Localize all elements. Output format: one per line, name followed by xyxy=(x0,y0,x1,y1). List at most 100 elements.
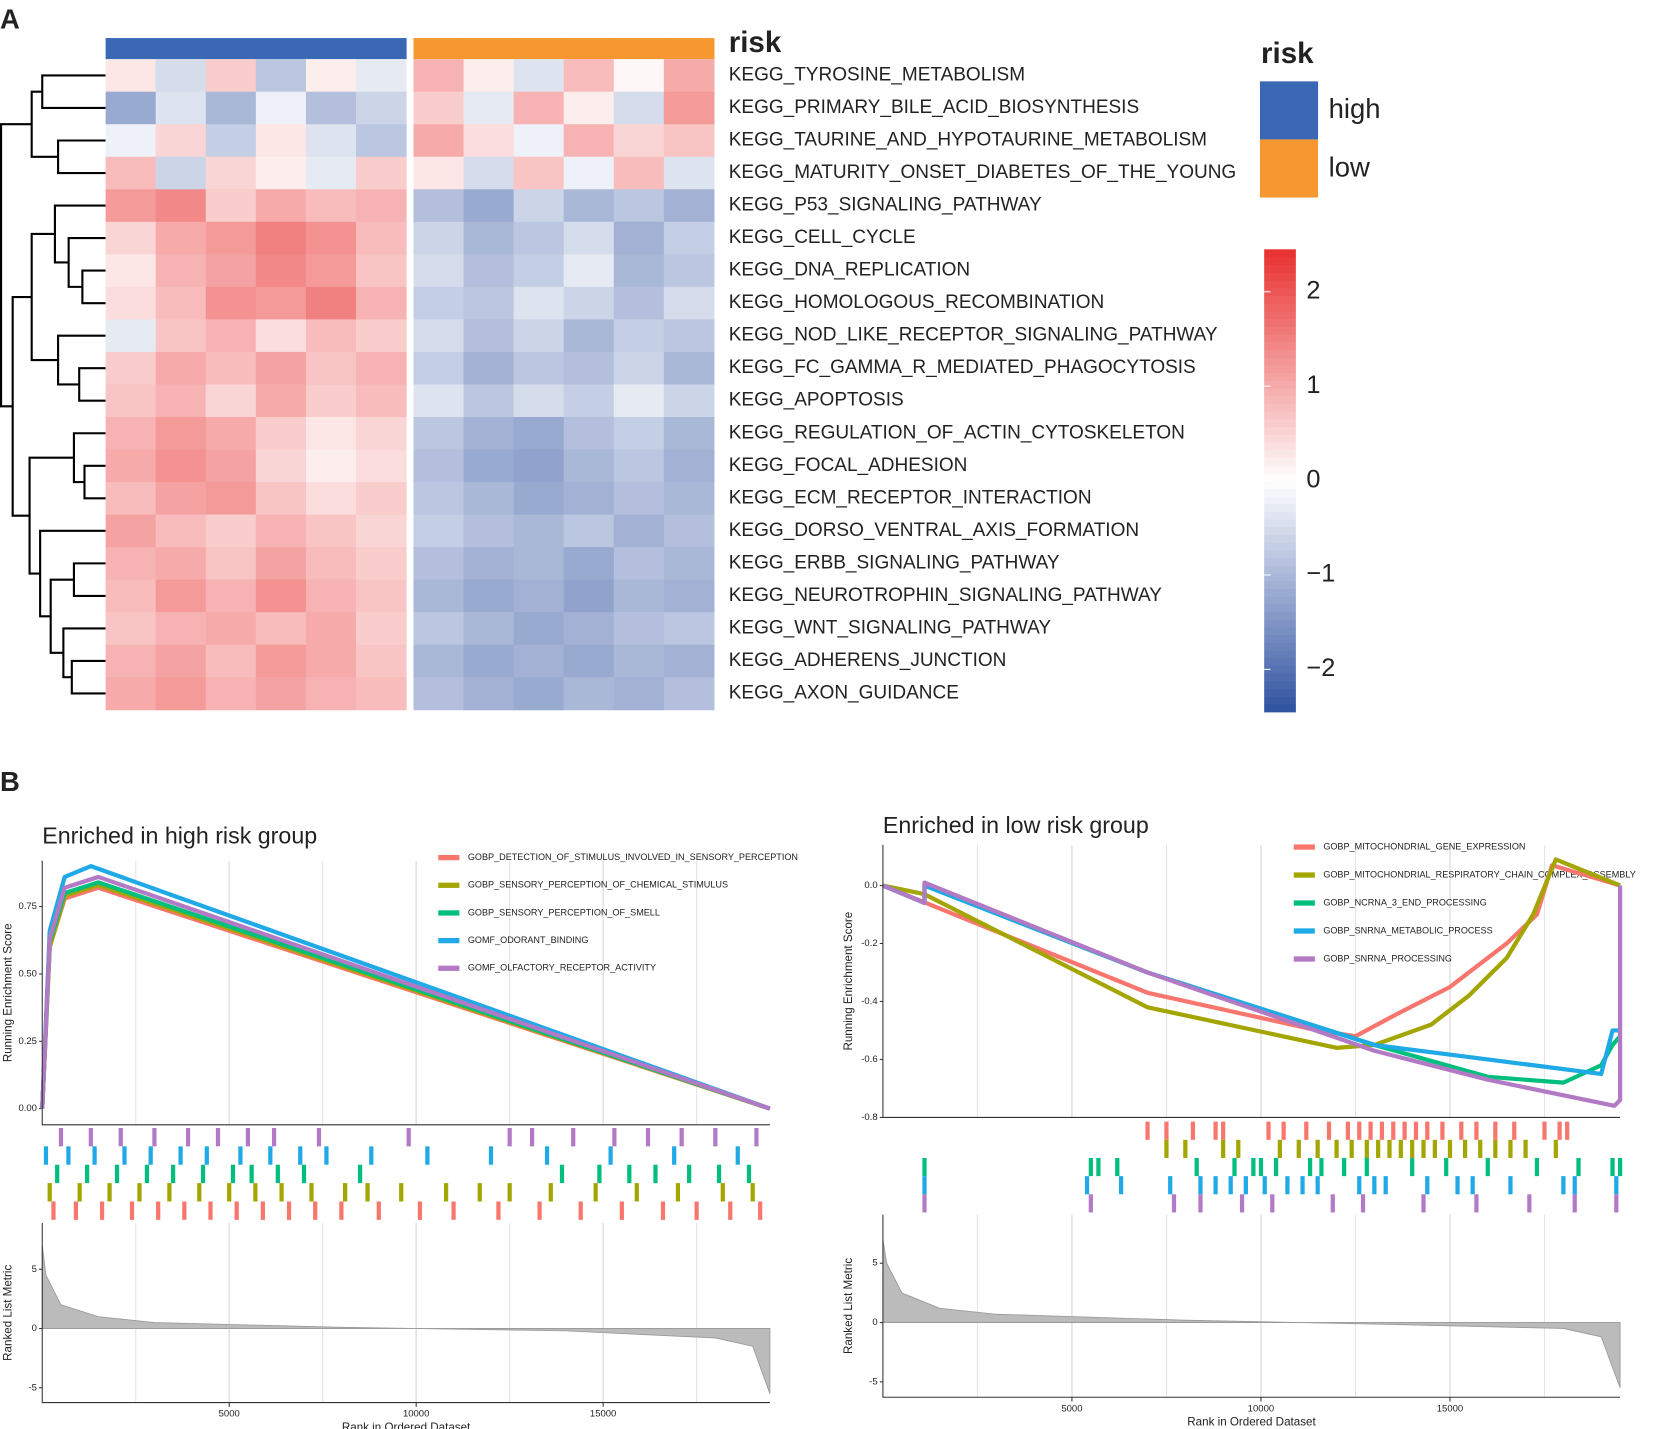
heat-cell xyxy=(255,514,307,548)
heat-cell xyxy=(463,482,515,516)
heat-cell xyxy=(105,351,157,385)
row-label: KEGG_REGULATION_OF_ACTIN_CYTOSKELETON xyxy=(729,422,1185,443)
hit-mark xyxy=(1474,1194,1479,1213)
heat-cell xyxy=(563,189,615,223)
panel-label: A xyxy=(0,3,20,34)
row-label: KEGG_TAURINE_AND_HYPOTAURINE_METABOLISM xyxy=(729,130,1207,151)
y-tick-label: 0.50 xyxy=(18,968,37,979)
colorbar-step xyxy=(1264,272,1296,281)
hit-mark xyxy=(275,1164,280,1184)
hit-mark xyxy=(1285,1176,1290,1195)
hit-mark xyxy=(1145,1121,1150,1140)
heat-cell xyxy=(463,124,515,158)
heat-cell xyxy=(563,416,615,451)
colorbar-step xyxy=(1264,565,1296,574)
y-tick-label: -0.8 xyxy=(861,1112,877,1123)
y-axis-label: Ranked List Metric xyxy=(2,1265,15,1361)
hit-mark xyxy=(1360,1194,1366,1213)
heat-cell xyxy=(613,124,665,158)
hit-mark xyxy=(200,1164,206,1184)
row-label: KEGG_PRIMARY_BILE_ACID_BIOSYNTHESIS xyxy=(729,97,1139,118)
hit-mark xyxy=(1315,1139,1320,1158)
y-axis-label: Running Enrichment Score xyxy=(842,912,855,1051)
colorbar-step xyxy=(1264,580,1296,590)
hit-mark xyxy=(316,1127,322,1147)
row-label: KEGG_ERBB_SIGNALING_PATHWAY xyxy=(729,552,1060,573)
hit-mark xyxy=(1164,1139,1169,1158)
x-tick-label: 15000 xyxy=(590,1409,616,1420)
heat-cell xyxy=(356,319,407,353)
hit-mark xyxy=(1542,1121,1547,1140)
heat-cell xyxy=(513,384,565,418)
heat-cell xyxy=(663,612,715,646)
hit-mark xyxy=(58,1127,64,1147)
hit-mark xyxy=(1561,1176,1566,1195)
hit-mark xyxy=(215,1127,221,1147)
hit-mark xyxy=(227,1183,232,1202)
hit-mark xyxy=(694,1201,699,1220)
heat-cell xyxy=(255,254,307,288)
heat-cell xyxy=(663,319,715,353)
hit-mark xyxy=(1478,1139,1483,1158)
hit-mark xyxy=(571,1127,576,1147)
dendrogram xyxy=(0,74,106,695)
heat-cell xyxy=(155,91,207,125)
hit-mark xyxy=(1440,1121,1445,1140)
heat-cell xyxy=(613,59,665,93)
heat-cell xyxy=(463,644,515,678)
heat-cell xyxy=(613,286,665,320)
hit-mark xyxy=(1251,1157,1256,1177)
heat-cell xyxy=(205,254,257,288)
heat-cell xyxy=(513,319,565,353)
colorbar-step xyxy=(1264,434,1296,443)
colorbar-step xyxy=(1264,357,1296,366)
legend-label: GOBP_SENSORY_PERCEPTION_OF_CHEMICAL_STIM… xyxy=(468,880,728,890)
heat-cell xyxy=(513,59,565,93)
row-label: KEGG_NOD_LIKE_RECEPTOR_SIGNALING_PATHWAY xyxy=(729,325,1218,346)
hit-mark xyxy=(1493,1121,1498,1140)
heat-cell xyxy=(155,384,207,418)
heat-cell xyxy=(463,612,515,646)
heat-cell xyxy=(413,384,465,418)
heat-cell xyxy=(356,482,407,516)
annotation-cell xyxy=(613,38,665,60)
hit-mark xyxy=(85,1164,90,1184)
heat-cell xyxy=(105,319,157,353)
heat-cell xyxy=(463,514,515,548)
hit-mark xyxy=(204,1146,209,1165)
heat-cell xyxy=(356,156,407,190)
hit-mark xyxy=(137,1183,142,1202)
hit-mark xyxy=(1088,1157,1093,1177)
colorbar-step xyxy=(1264,418,1296,428)
heat-cell xyxy=(413,221,465,255)
hit-mark xyxy=(1368,1121,1373,1140)
heat-cell xyxy=(663,547,715,581)
hit-mark xyxy=(1330,1194,1335,1213)
heat-cell xyxy=(305,449,357,483)
hit-mark xyxy=(122,1146,127,1165)
hit-mark xyxy=(1364,1139,1369,1158)
heat-cell xyxy=(356,124,407,158)
hit-mark xyxy=(735,1146,740,1165)
y-axis-label: Running Enrichment Score xyxy=(2,923,15,1062)
hit-mark xyxy=(443,1183,449,1202)
hit-mark xyxy=(1171,1194,1177,1213)
colorbar-step xyxy=(1264,364,1296,374)
hit-mark xyxy=(1391,1121,1396,1140)
hit-mark xyxy=(1572,1194,1577,1213)
heat-cell xyxy=(155,612,207,646)
heat-cell xyxy=(155,644,207,678)
hit-mark xyxy=(1198,1194,1203,1213)
heat-cell xyxy=(613,677,665,711)
heat-cell xyxy=(513,449,565,483)
heat-cell xyxy=(255,416,307,451)
annotation-cell xyxy=(205,38,257,60)
heat-cell xyxy=(613,156,665,190)
heat-cell xyxy=(663,384,715,418)
hit-mark xyxy=(1527,1194,1532,1213)
legend-label: GOBP_MITOCHONDRIAL_GENE_EXPRESSION xyxy=(1323,841,1525,851)
hit-mark xyxy=(496,1201,501,1220)
colorbar-step xyxy=(1264,627,1296,636)
hit-mark xyxy=(185,1127,191,1147)
heat-cell xyxy=(563,579,615,613)
